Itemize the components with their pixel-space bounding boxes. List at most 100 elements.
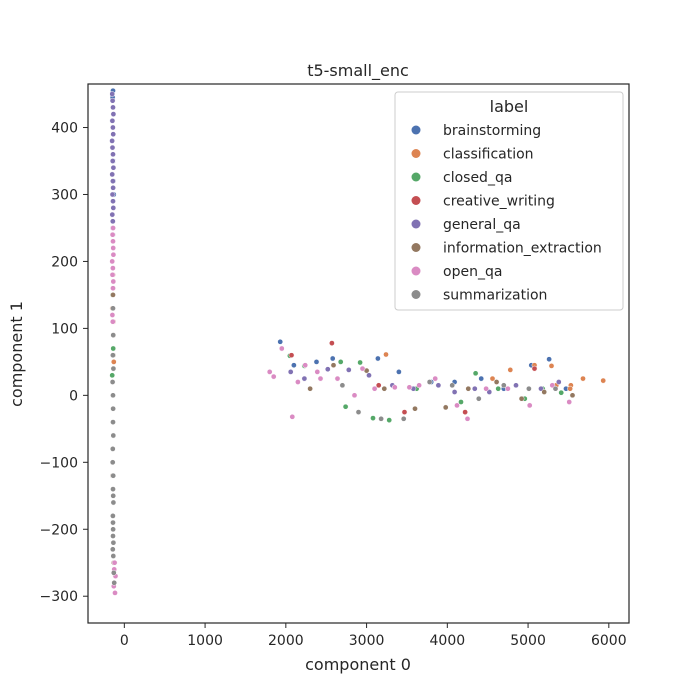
data-point-classification bbox=[110, 359, 117, 365]
legend-marker bbox=[411, 149, 421, 158]
data-point-brainstorming bbox=[396, 369, 402, 375]
data-point-general-qa bbox=[109, 191, 116, 198]
legend-marker bbox=[411, 243, 421, 252]
legend-entry-creative-writing: creative_writing bbox=[443, 194, 555, 210]
data-point-general-qa bbox=[110, 111, 117, 117]
y-tick-label: 400 bbox=[51, 121, 78, 137]
data-point-summarization bbox=[110, 519, 116, 526]
data-point-open-qa bbox=[464, 415, 471, 422]
legend-entry-information-extraction: information_extraction bbox=[443, 241, 602, 257]
data-point-brainstorming bbox=[375, 355, 381, 362]
data-point-creative-writing bbox=[375, 382, 382, 389]
data-point-closed-qa bbox=[370, 415, 376, 421]
data-point-closed-qa bbox=[495, 385, 502, 392]
data-point-information-extraction bbox=[110, 292, 116, 298]
legend-entry-general-qa: general_qa bbox=[443, 217, 521, 233]
data-point-brainstorming bbox=[478, 375, 485, 382]
legend-entry-summarization: summarization bbox=[443, 288, 547, 304]
data-point-information-extraction bbox=[569, 392, 576, 399]
legend-box bbox=[394, 91, 624, 311]
data-point-general-qa bbox=[301, 375, 308, 382]
legend-marker bbox=[411, 172, 421, 182]
data-point-closed-qa bbox=[109, 372, 116, 379]
data-point-summarization bbox=[110, 513, 116, 519]
data-point-closed-qa bbox=[357, 359, 363, 366]
data-point-classification bbox=[507, 367, 514, 373]
data-point-general-qa bbox=[109, 158, 116, 164]
data-point-creative-writing bbox=[531, 365, 538, 372]
data-point-open-qa bbox=[112, 590, 118, 596]
y-tick-label: −300 bbox=[40, 589, 78, 605]
data-point-general-qa bbox=[345, 367, 352, 373]
x-axis-label: component 0 bbox=[305, 655, 411, 674]
data-point-summarization bbox=[339, 382, 346, 389]
data-point-open-qa bbox=[110, 285, 116, 292]
data-point-open-qa bbox=[432, 375, 439, 382]
data-point-classification bbox=[548, 363, 555, 369]
data-point-open-qa bbox=[454, 402, 460, 409]
data-point-classification bbox=[567, 385, 573, 392]
data-point-general-qa bbox=[109, 171, 116, 178]
data-point-general-qa bbox=[366, 372, 372, 379]
data-point-general-qa bbox=[555, 379, 562, 385]
data-point-summarization bbox=[500, 382, 507, 389]
data-point-open-qa bbox=[266, 369, 273, 375]
y-tick-label: 300 bbox=[51, 187, 78, 203]
data-point-general-qa bbox=[110, 198, 116, 205]
data-point-summarization bbox=[110, 332, 117, 338]
data-point-open-qa bbox=[110, 238, 116, 245]
data-point-general-qa bbox=[109, 138, 115, 144]
data-point-open-qa bbox=[110, 245, 117, 251]
data-point-information-extraction bbox=[381, 385, 388, 392]
data-point-general-qa bbox=[287, 369, 294, 375]
data-point-summarization bbox=[109, 546, 116, 553]
y-axis-label: component 1 bbox=[7, 301, 26, 407]
x-axis-ticks: 0 1000 2000 3000 4000 5000 6000 bbox=[120, 623, 627, 649]
data-point-open-qa bbox=[505, 385, 511, 392]
data-point-summarization bbox=[110, 432, 117, 439]
data-point-open-qa bbox=[314, 369, 321, 375]
data-point-information-extraction bbox=[412, 405, 418, 412]
data-point-brainstorming bbox=[329, 355, 336, 362]
data-point-summarization bbox=[355, 409, 362, 415]
data-point-open-qa bbox=[109, 318, 116, 325]
data-point-general-qa bbox=[435, 382, 442, 389]
data-point-creative-writing bbox=[401, 409, 408, 415]
data-point-open-qa bbox=[351, 392, 358, 399]
legend-marker bbox=[411, 196, 421, 205]
y-tick-label: 100 bbox=[51, 321, 78, 337]
y-tick-label: −100 bbox=[40, 455, 78, 471]
legend-entry-open-qa: open_qa bbox=[443, 264, 502, 280]
data-point-closed-qa bbox=[558, 389, 565, 396]
y-axis-ticks: −300 −200 −100 0 100 200 300 400 bbox=[40, 121, 88, 605]
y-tick-label: 0 bbox=[69, 388, 78, 404]
data-point-information-extraction bbox=[541, 389, 548, 395]
data-point-open-qa bbox=[566, 399, 573, 405]
data-point-open-qa bbox=[416, 382, 422, 389]
data-point-general-qa bbox=[110, 124, 116, 131]
x-tick-label: 6000 bbox=[591, 633, 627, 649]
data-point-information-extraction bbox=[465, 385, 472, 392]
data-point-general-qa bbox=[110, 164, 117, 171]
data-point-open-qa bbox=[289, 413, 296, 420]
data-point-general-qa bbox=[110, 131, 117, 138]
data-point-general-qa bbox=[471, 385, 478, 392]
data-point-summarization bbox=[110, 486, 116, 492]
x-tick-label: 0 bbox=[120, 633, 129, 649]
data-point-general-qa bbox=[109, 144, 116, 151]
y-tick-label: 200 bbox=[51, 254, 78, 270]
x-tick-label: 1000 bbox=[187, 633, 223, 649]
legend-entry-closed-qa: closed_qa bbox=[443, 170, 512, 186]
legend-marker bbox=[411, 125, 421, 135]
data-point-classification bbox=[580, 375, 586, 382]
data-point-summarization bbox=[110, 569, 117, 576]
data-point-general-qa bbox=[110, 178, 116, 184]
x-tick-label: 5000 bbox=[510, 633, 546, 649]
data-point-open-qa bbox=[295, 379, 301, 385]
data-point-summarization bbox=[110, 539, 117, 546]
data-point-summarization bbox=[110, 365, 117, 372]
data-point-summarization bbox=[111, 579, 118, 586]
data-point-open-qa bbox=[110, 251, 117, 258]
data-point-summarization bbox=[400, 415, 407, 422]
